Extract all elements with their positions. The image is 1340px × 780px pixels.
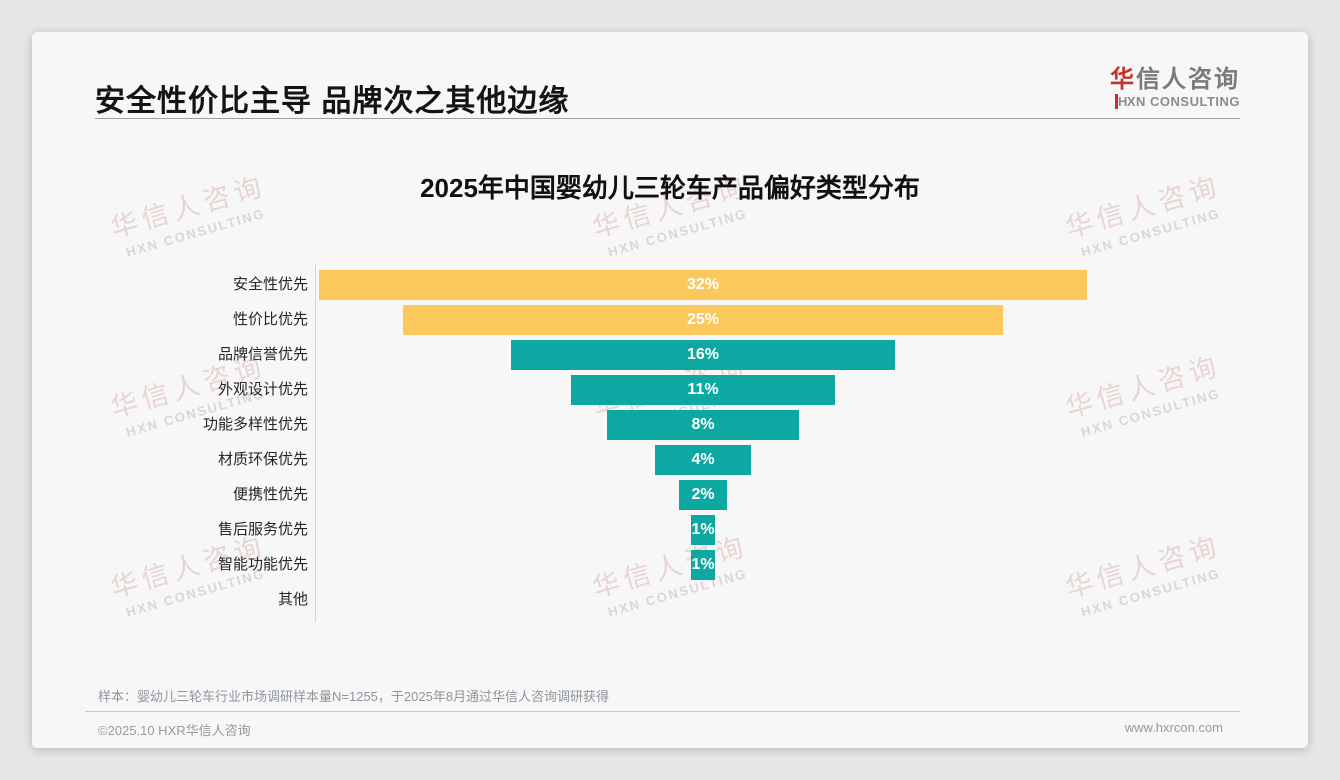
- category-label: 安全性优先: [232, 276, 308, 293]
- footer-divider: [85, 711, 1240, 712]
- category-label: 智能功能优先: [217, 556, 308, 573]
- watermark-en: HXN CONSULTING: [124, 205, 267, 260]
- website-link[interactable]: www.hxrcon.com: [1124, 720, 1223, 735]
- sample-note: 样本：婴幼儿三轮车行业市场调研样本量N=1255，于2025年8月通过华信人咨询…: [98, 689, 610, 704]
- funnel-bar: 25%: [403, 305, 1003, 335]
- funnel-bar: 1%: [691, 550, 715, 580]
- funnel-bar: 4%: [655, 445, 751, 475]
- logo-cn-first-char: 华: [1110, 66, 1136, 93]
- logo-en-rest: XN CONSULTING: [1126, 94, 1240, 109]
- category-label: 其他: [277, 591, 308, 608]
- watermark-en: HXN CONSULTING: [606, 205, 749, 260]
- bar-value-label: 2%: [691, 486, 715, 503]
- logo-cn-text: 华信人咨询: [1110, 66, 1240, 94]
- category-label: 性价比优先: [232, 311, 308, 328]
- chart-row: 安全性优先 32%: [32, 270, 1308, 300]
- logo-en-text: HXN CONSULTING: [1110, 94, 1240, 110]
- chart-row: 其他: [32, 585, 1308, 615]
- category-label: 功能多样性优先: [202, 416, 308, 433]
- category-label: 外观设计优先: [217, 381, 308, 398]
- bar-value-label: 11%: [687, 381, 719, 398]
- watermark-en: HXN CONSULTING: [1079, 205, 1222, 260]
- funnel-bar: 11%: [571, 375, 835, 405]
- y-axis-line: [315, 264, 316, 622]
- bar-value-label: 1%: [691, 556, 715, 573]
- funnel-bar: 8%: [607, 410, 799, 440]
- copyright-text: ©2025.10 HXR华信人咨询: [98, 723, 251, 738]
- bar-value-label: 25%: [686, 311, 720, 328]
- bar-value-label: 4%: [691, 451, 715, 468]
- funnel-bar: 32%: [319, 270, 1087, 300]
- chart-row: 售后服务优先 1%: [32, 515, 1308, 545]
- chart-row: 品牌信誉优先 16%: [32, 340, 1308, 370]
- header-divider: [95, 118, 1240, 119]
- bar-value-label: 32%: [686, 276, 720, 293]
- chart-title: 2025年中国婴幼儿三轮车产品偏好类型分布: [420, 173, 920, 203]
- bar-value-label: 8%: [691, 416, 715, 433]
- bar-value-label: 16%: [686, 346, 720, 363]
- funnel-bar: 1%: [691, 515, 715, 545]
- chart-row: 智能功能优先 1%: [32, 550, 1308, 580]
- chart-row: 便携性优先 2%: [32, 480, 1308, 510]
- category-label: 售后服务优先: [217, 521, 308, 538]
- logo-en-first-char: H: [1114, 94, 1128, 109]
- chart-row: 性价比优先 25%: [32, 305, 1308, 335]
- chart-row: 材质环保优先 4%: [32, 445, 1308, 475]
- report-card: 华信人咨询 HXN CONSULTING 华信人咨询 HXN CONSULTING …: [32, 32, 1308, 748]
- chart-row: 外观设计优先 11%: [32, 375, 1308, 405]
- funnel-bar: 2%: [679, 480, 727, 510]
- company-logo: 华信人咨询 HXN CONSULTING: [1110, 66, 1240, 110]
- category-label: 便携性优先: [232, 486, 308, 503]
- page-title: 安全性价比主导 品牌次之其他边缘: [95, 85, 570, 118]
- chart-row: 功能多样性优先 8%: [32, 410, 1308, 440]
- funnel-rows: 安全性优先 32% 性价比优先 25% 品牌信誉优先 16% 外观设计优先 11% 功能多样性优…: [32, 270, 1308, 622]
- funnel-bar: 16%: [511, 340, 895, 370]
- bar-value-label: 1%: [691, 521, 715, 538]
- category-label: 品牌信誉优先: [217, 346, 308, 363]
- logo-cn-rest: 信人咨询: [1136, 66, 1240, 93]
- category-label: 材质环保优先: [217, 451, 308, 468]
